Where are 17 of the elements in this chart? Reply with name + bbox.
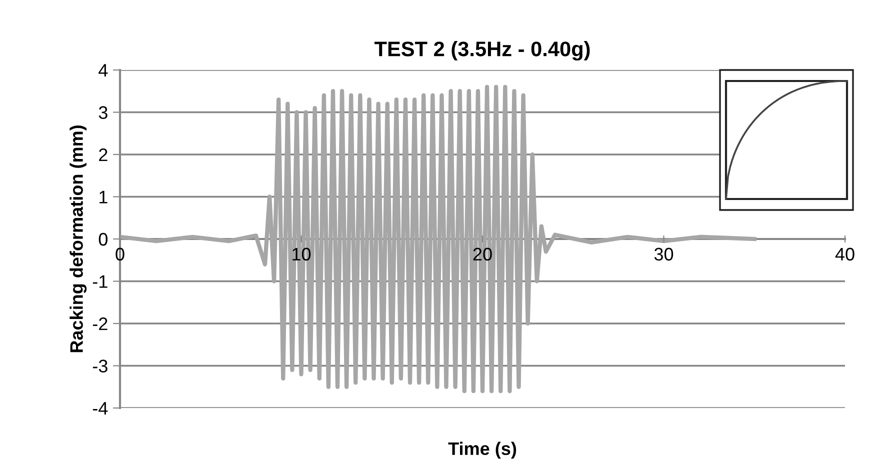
y-tick-label: 0 [98,232,108,246]
x-axis-title: Time (s) [448,442,516,459]
y-tick-label: 1 [100,190,108,204]
y-tick-label: -4 [92,402,108,415]
y-tick-label: -3 [92,360,108,372]
x-tick-label: 20 [473,248,492,261]
x-tick-label: 30 [654,248,674,261]
x-tick-label: 40 [835,248,854,261]
y-axis-title: Racking deformation (mm) [70,126,87,352]
y-tick-label: -1 [92,275,108,288]
y-tick-label: 2 [99,148,108,162]
x-tick-label: 0 [116,248,124,261]
y-tick-label: -2 [92,317,108,330]
y-tick-label: 4 [98,64,108,77]
y-tick-label: 3 [98,106,108,119]
chart-title: TEST 2 (3.5Hz - 0.40g) [374,41,590,61]
x-tick-label: 10 [292,248,311,261]
